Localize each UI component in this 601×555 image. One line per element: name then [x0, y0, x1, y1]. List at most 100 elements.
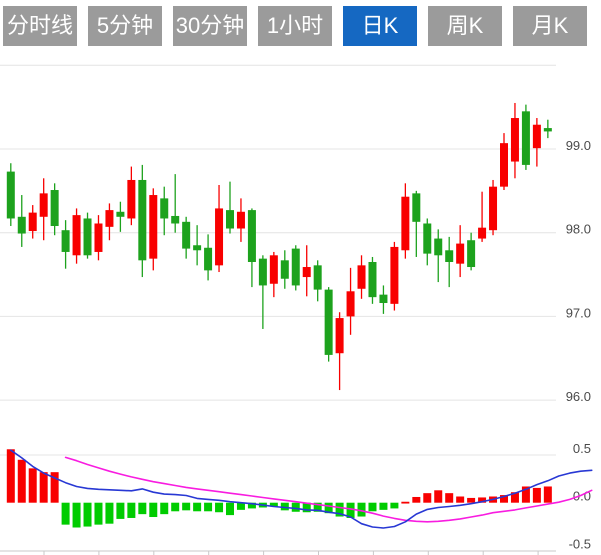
dif-line — [10, 449, 593, 529]
candle-body — [127, 179, 136, 219]
candle-body — [302, 267, 311, 278]
candle-body — [72, 215, 81, 256]
candle-body — [368, 261, 377, 298]
candle-body — [467, 240, 476, 268]
macd-bar — [236, 502, 245, 510]
candle-body — [324, 289, 333, 355]
candle-body — [226, 210, 234, 229]
macd-bar — [127, 502, 136, 518]
candle-body — [160, 198, 169, 219]
candle-body — [6, 171, 15, 219]
tab-30min[interactable]: 30分钟 — [173, 6, 247, 46]
macd-bar — [193, 502, 202, 512]
tab-5min[interactable]: 5分钟 — [88, 6, 162, 46]
macd-bar — [105, 502, 114, 524]
macd-bar — [138, 502, 147, 515]
macd-axis-label: -0.5 — [569, 536, 591, 551]
candle-body — [215, 208, 224, 266]
price-axis-label: 96.0 — [566, 389, 591, 404]
macd-bar — [379, 502, 388, 510]
candle-body — [105, 210, 114, 227]
candle-body — [456, 243, 465, 264]
macd-bar — [521, 486, 530, 503]
candle-body — [17, 216, 26, 234]
candle-body — [258, 258, 267, 286]
macd-bar — [39, 472, 48, 503]
tab-monthly-k[interactable]: 月K — [513, 6, 587, 46]
macd-bar — [335, 502, 344, 517]
macd-bar — [204, 502, 213, 512]
macd-bar — [390, 502, 399, 509]
candle-body — [532, 124, 541, 149]
candle-body — [182, 221, 191, 249]
macd-bar — [83, 502, 92, 527]
candle-body — [445, 250, 454, 262]
candle-body — [291, 248, 300, 286]
macd-bar — [532, 487, 541, 503]
candle-body — [61, 230, 70, 252]
candle-body — [149, 195, 158, 259]
macd-bar — [500, 495, 508, 503]
macd-bar — [182, 502, 191, 511]
candle-body — [379, 294, 388, 304]
macd-bar — [302, 502, 311, 513]
macd-bar — [280, 502, 289, 511]
macd-bar — [412, 496, 421, 503]
macd-bar — [226, 502, 234, 516]
macd-bar — [357, 502, 366, 517]
candle-body — [478, 227, 487, 239]
macd-bar — [324, 502, 333, 514]
candle-body — [94, 223, 103, 252]
tab-daily-k[interactable]: 日K — [343, 6, 417, 46]
macd-bar — [456, 496, 465, 503]
tab-1hour[interactable]: 1小时 — [258, 6, 332, 46]
price-axis-label: 98.0 — [566, 222, 591, 237]
candle-body — [313, 265, 322, 290]
macd-axis-label: 0.5 — [573, 441, 591, 456]
macd-bar — [401, 501, 410, 504]
macd-bar — [171, 502, 180, 512]
candle-body — [401, 196, 410, 251]
candle-body — [280, 260, 289, 279]
candle-body — [521, 111, 530, 165]
macd-bar — [445, 493, 454, 503]
macd-bar — [467, 497, 476, 503]
macd-bar — [291, 502, 300, 512]
candle-body — [500, 143, 508, 187]
candle-body — [236, 211, 245, 229]
candle-body — [193, 245, 202, 251]
tab-weekly-k[interactable]: 周K — [428, 6, 502, 46]
candle-body — [39, 193, 48, 217]
macd-axis-label: 0.0 — [573, 489, 591, 504]
candle-body — [434, 238, 443, 256]
macd-bar — [247, 502, 256, 509]
macd-bar — [61, 502, 70, 525]
macd-bar — [215, 502, 224, 513]
macd-bar — [313, 502, 322, 512]
macd-bar — [423, 493, 432, 503]
candle-body — [269, 255, 278, 284]
tab-bar: 分时线 5分钟 30分钟 1小时 日K 周K 月K — [3, 6, 587, 46]
candle-body — [204, 247, 213, 271]
candle-body — [83, 218, 92, 256]
macd-bar — [368, 502, 377, 512]
candle-body — [357, 265, 366, 289]
macd-bar — [94, 502, 103, 525]
tab-time-line[interactable]: 分时线 — [3, 6, 77, 46]
macd-bar — [50, 472, 59, 503]
macd-bar — [346, 502, 355, 518]
price-axis-label: 97.0 — [566, 305, 591, 320]
candle-body — [412, 193, 421, 222]
macd-bar — [6, 449, 15, 503]
macd-bar — [17, 459, 26, 503]
candle-body — [510, 118, 519, 162]
macd-bar — [269, 502, 278, 507]
macd-bar — [28, 468, 37, 503]
candle-body — [171, 215, 180, 224]
macd-bar — [510, 492, 519, 503]
price-axis-label: 99.0 — [566, 138, 591, 153]
macd-bar — [116, 502, 125, 519]
candle-body — [390, 246, 399, 304]
